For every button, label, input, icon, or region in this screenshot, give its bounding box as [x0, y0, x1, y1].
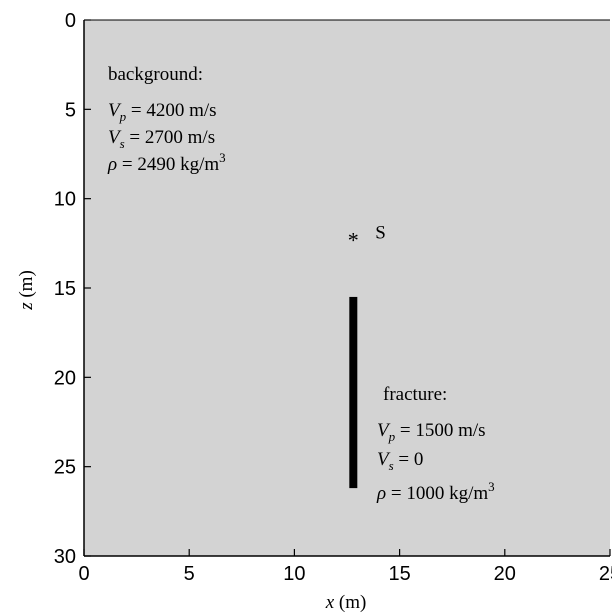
y-tick-label: 5 [65, 99, 76, 121]
y-ticks: 0 5 10 15 20 25 30 [54, 10, 91, 568]
y-tick-label: 25 [54, 457, 76, 479]
source-marker: * [348, 227, 359, 252]
x-axis-title: x (m) [325, 592, 367, 613]
background-properties: background: Vp = 4200 m/s Vs = 2700 m/s … [107, 64, 226, 175]
background-vs: Vs = 2700 m/s [108, 127, 215, 151]
y-tick-label: 0 [65, 10, 76, 32]
x-tick-label: 15 [388, 563, 410, 585]
fracture-rho: ρ = 1000 kg/m3 [376, 479, 495, 504]
fracture-vp: Vp = 1500 m/s [377, 420, 486, 444]
y-axis-title: z (m) [16, 270, 37, 311]
background-title: background: [108, 64, 203, 85]
x-tick-label: 0 [78, 563, 89, 585]
background-vp: Vp = 4200 m/s [108, 100, 217, 124]
background-rho: ρ = 2490 kg/m3 [107, 150, 226, 175]
y-tick-label: 15 [54, 278, 76, 300]
x-tick-label: 20 [494, 563, 516, 585]
x-tick-label: 25 [599, 563, 612, 585]
x-ticks: 0 5 10 15 20 25 [78, 549, 612, 585]
y-tick-label: 10 [54, 189, 76, 211]
fracture-properties: fracture: Vp = 1500 m/s Vs = 0 ρ = 1000 … [376, 384, 495, 504]
x-tick-label: 10 [283, 563, 305, 585]
plot-area [84, 20, 610, 556]
fracture-bar [349, 296, 358, 489]
y-tick-label: 30 [54, 546, 76, 568]
y-tick-label: 20 [54, 367, 76, 389]
fracture-vs: Vs = 0 [377, 449, 423, 473]
x-tick-label: 5 [184, 563, 195, 585]
fracture-title: fracture: [383, 384, 447, 405]
source-label: S [375, 222, 386, 243]
